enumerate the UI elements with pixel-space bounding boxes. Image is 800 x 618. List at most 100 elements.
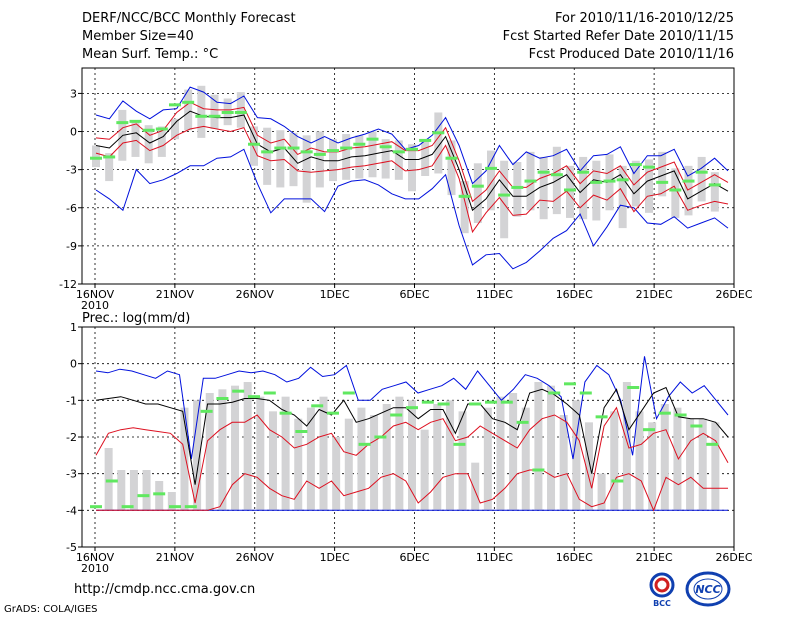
- spread-box: [294, 418, 303, 511]
- spread-box: [597, 473, 606, 511]
- spread-box: [92, 145, 100, 168]
- spread-box: [370, 415, 379, 511]
- spread-box: [193, 400, 202, 511]
- forecast-marker: [390, 413, 403, 417]
- x-tick-label: 21NOV: [156, 288, 195, 301]
- forecast-marker: [200, 409, 213, 413]
- spread-box: [180, 407, 189, 511]
- forecast-marker: [421, 400, 434, 404]
- forecast-marker: [121, 505, 134, 509]
- forecast-marker: [295, 430, 308, 433]
- spread-box: [496, 396, 505, 511]
- plot-frame: [81, 67, 735, 285]
- y-tick-label: 1: [70, 321, 77, 334]
- ncc-logo: NCC: [684, 570, 732, 608]
- forecast-marker: [248, 395, 260, 399]
- forecast-marker: [142, 128, 155, 132]
- forecast-marker: [234, 110, 247, 114]
- spread-box: [105, 153, 114, 182]
- source-url[interactable]: http://cmdp.ncc.cma.gov.cn: [74, 582, 256, 597]
- forecast-marker: [516, 420, 529, 424]
- x-tick-label: 26NOV: [236, 288, 275, 301]
- forecast-marker: [579, 391, 592, 395]
- spread-box: [243, 382, 252, 511]
- spread-box: [471, 462, 480, 511]
- spread-box: [157, 126, 166, 157]
- spread-box: [521, 407, 530, 511]
- forecast-marker: [706, 442, 719, 446]
- forecast-marker: [432, 131, 445, 135]
- spread-box: [547, 385, 556, 511]
- spread-box: [648, 422, 657, 511]
- spread-box: [319, 396, 328, 511]
- spread-box: [513, 162, 522, 217]
- spread-box: [129, 470, 138, 511]
- x-tick-label: 1DEC: [320, 551, 350, 564]
- spread-box: [394, 140, 403, 180]
- spread-box: [660, 404, 669, 511]
- spread-box: [256, 396, 265, 511]
- x-tick-label: 16NOV: [76, 288, 115, 301]
- spread-box: [329, 139, 337, 182]
- forecast-marker: [471, 184, 484, 188]
- forecast-marker: [261, 150, 274, 154]
- forecast-marker: [674, 413, 687, 417]
- forecast-marker: [564, 382, 576, 386]
- spread-box: [509, 393, 518, 511]
- forecast-marker: [564, 188, 576, 192]
- forecast-marker: [311, 404, 324, 408]
- member-size: Member Size=40: [82, 29, 194, 44]
- forecast-marker: [669, 188, 682, 192]
- forecast-marker: [548, 391, 561, 395]
- precip-title: Prec.: log(mm/d): [82, 311, 190, 326]
- x-tick-label: 16DEC: [556, 551, 593, 564]
- spread-box: [566, 165, 574, 218]
- forecast-marker: [577, 170, 590, 174]
- y-tick-label: -1: [66, 394, 77, 407]
- forecast-marker: [184, 505, 197, 509]
- forecast-marker: [658, 411, 671, 415]
- y-tick-label: 3: [70, 87, 77, 100]
- spread-box: [210, 94, 219, 129]
- forecast-marker: [524, 179, 537, 183]
- x-tick-label: 16DEC: [556, 288, 593, 301]
- spread-box: [231, 385, 240, 511]
- forecast-marker: [695, 170, 708, 174]
- forecast-marker: [358, 442, 371, 446]
- forecast-marker: [137, 494, 150, 498]
- spread-box: [579, 156, 588, 220]
- forecast-marker: [537, 170, 550, 174]
- forecast-marker: [105, 479, 118, 483]
- spread-box: [635, 411, 644, 511]
- forecast-marker: [458, 194, 471, 198]
- spread-box: [117, 470, 126, 511]
- spread-box: [250, 126, 258, 166]
- forecast-marker: [469, 402, 482, 406]
- forecast-marker: [611, 479, 624, 483]
- y-tick-label: -6: [66, 202, 77, 215]
- spread-box: [487, 150, 495, 211]
- spread-box: [332, 437, 341, 511]
- forecast-marker: [500, 400, 513, 404]
- forecast-marker: [445, 156, 458, 160]
- spread-box: [197, 85, 206, 138]
- x-tick-year: 2010: [81, 299, 109, 312]
- svg-text:NCC: NCC: [695, 583, 720, 596]
- inner-high-line: [95, 406, 729, 504]
- forecast-marker: [406, 147, 418, 151]
- produced-date: Fcst Produced Date 2010/11/16: [528, 47, 734, 62]
- forecast-marker: [690, 424, 703, 428]
- y-tick-label: -2: [66, 431, 77, 444]
- x-tick-label: 21DEC: [636, 288, 673, 301]
- forecast-period: For 2010/11/16-2010/12/25: [555, 11, 734, 26]
- y-tick-label: 0: [70, 358, 77, 371]
- forecast-marker: [248, 142, 260, 146]
- y-tick-label: 0: [70, 126, 77, 139]
- spread-box: [268, 411, 277, 511]
- spread-box: [205, 393, 214, 511]
- spread-box: [534, 382, 543, 511]
- forecast-marker: [342, 391, 355, 395]
- spread-box: [171, 118, 179, 140]
